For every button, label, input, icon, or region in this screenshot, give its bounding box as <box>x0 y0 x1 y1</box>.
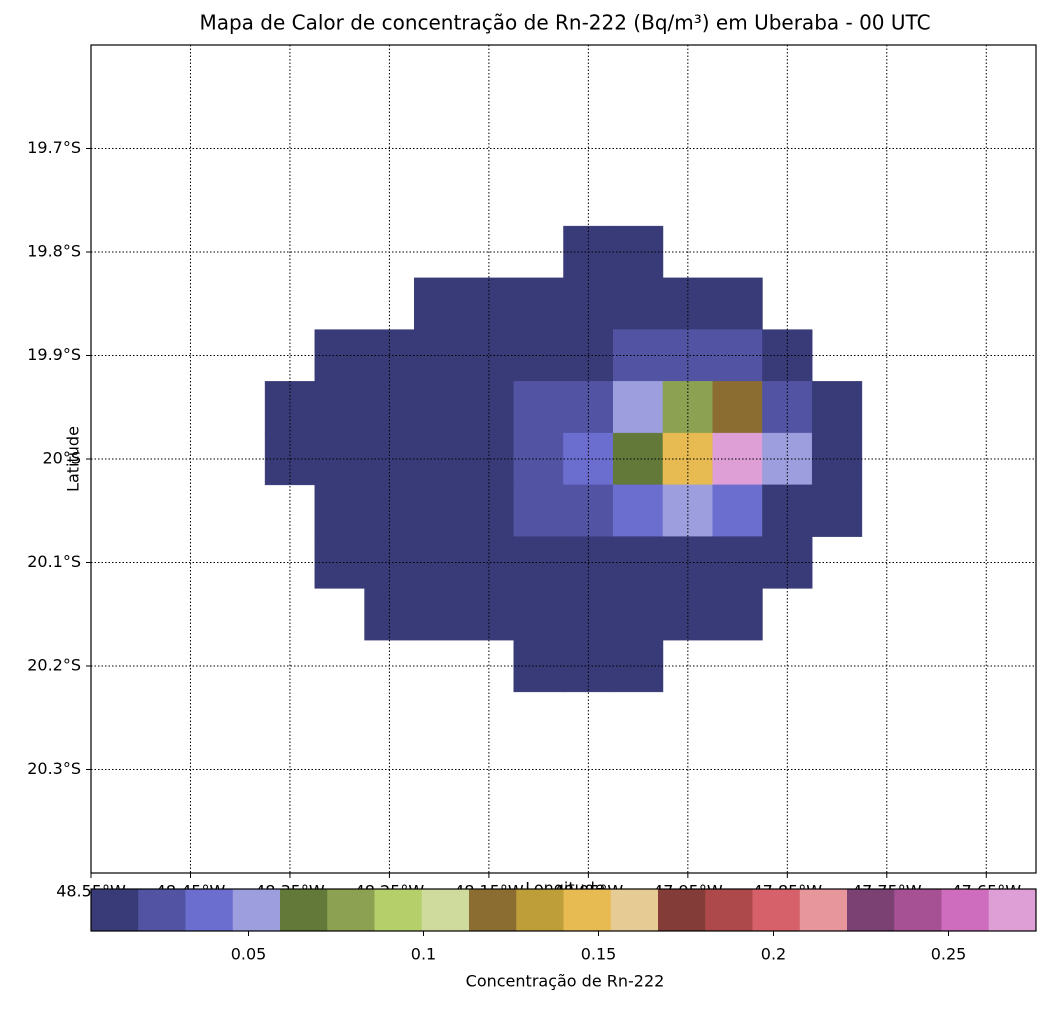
heat-cell <box>463 329 515 382</box>
heat-cell <box>712 588 763 641</box>
heat-cell <box>364 588 415 641</box>
heat-cell <box>762 329 813 382</box>
y-tick-label: 19.7°S <box>27 138 81 157</box>
colorbar-swatch <box>705 889 753 931</box>
colorbar-swatch <box>799 889 848 931</box>
heat-cell <box>563 588 614 641</box>
colorbar-swatch <box>421 889 470 931</box>
heat-cell <box>712 381 763 434</box>
heat-cell <box>414 329 465 382</box>
heat-cell <box>712 536 763 589</box>
heat-cell <box>414 484 465 537</box>
heat-cell <box>314 381 365 434</box>
heat-cell <box>712 277 763 330</box>
heat-cell <box>513 329 564 382</box>
colorbar-label: Concentração de Rn-222 <box>466 972 665 991</box>
heat-cell <box>463 588 515 641</box>
heat-cell <box>513 536 564 589</box>
colorbar-swatch <box>469 889 517 931</box>
heat-cell <box>662 329 713 382</box>
colorbar-tick-label: 0.1 <box>411 945 436 964</box>
colorbar-frame <box>90 888 1037 932</box>
colorbar-tick-label: 0.2 <box>761 945 786 964</box>
colorbar-tick-label: 0.05 <box>231 945 267 964</box>
heat-cell <box>414 277 465 330</box>
heat-cell <box>414 432 465 486</box>
colorbar-swatch <box>91 889 139 931</box>
colorbar-swatch <box>280 889 328 931</box>
heat-cell <box>513 588 564 641</box>
heat-cell <box>513 432 564 486</box>
y-tick-label: 19.8°S <box>27 242 81 261</box>
colorbar-swatch <box>563 889 612 931</box>
colorbar-swatch <box>941 889 990 931</box>
heat-cell <box>414 588 465 641</box>
y-tick-label: 20.1°S <box>27 552 81 571</box>
heat-cell <box>314 484 365 537</box>
heat-cell <box>513 381 564 434</box>
y-tick-label: 20.2°S <box>27 656 81 675</box>
colorbar-swatch <box>374 889 423 931</box>
heat-cell <box>414 536 465 589</box>
heat-cell <box>662 588 713 641</box>
colorbar-swatch <box>752 889 801 931</box>
plot-frame <box>90 44 1037 874</box>
colorbar-swatch <box>327 889 375 931</box>
colorbar-swatch <box>658 889 706 931</box>
heat-cell <box>612 588 664 641</box>
heat-cell <box>612 484 664 537</box>
colorbar-tick-label: 0.25 <box>931 945 967 964</box>
heat-cell <box>612 381 664 434</box>
y-axis-label: Latitude <box>64 426 83 492</box>
colorbar-swatch <box>185 889 234 931</box>
colorbar-swatch <box>610 889 659 931</box>
colorbar-swatch <box>138 889 186 931</box>
colorbar-swatch <box>894 889 942 931</box>
colorbar-swatch <box>516 889 564 931</box>
heat-cell <box>414 381 465 434</box>
heat-cell <box>513 484 564 537</box>
colorbar-swatch <box>847 889 895 931</box>
heat-cell <box>513 277 564 330</box>
heat-cell <box>811 484 863 537</box>
colorbar-tick-label: 0.15 <box>581 945 617 964</box>
heat-cell <box>612 277 664 330</box>
colorbar-swatch <box>232 889 281 931</box>
y-tick-label: 19.9°S <box>27 345 81 364</box>
heat-cell <box>712 432 763 486</box>
colorbar-swatch <box>988 889 1037 931</box>
heat-cell <box>513 639 564 693</box>
heat-cell <box>811 381 863 434</box>
chart-title: Mapa de Calor de concentração de Rn-222 … <box>199 11 930 35</box>
heat-cell <box>712 329 763 382</box>
y-tick-label: 20°S <box>42 449 81 468</box>
heat-cell <box>712 484 763 537</box>
y-tick-label: 20.3°S <box>27 759 81 778</box>
